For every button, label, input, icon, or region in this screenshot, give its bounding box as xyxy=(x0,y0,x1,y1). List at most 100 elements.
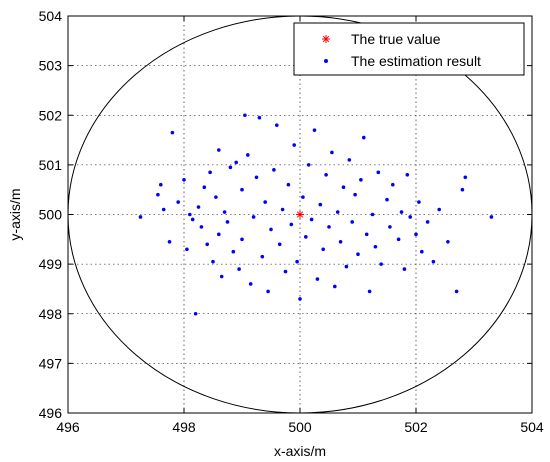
estimation-point xyxy=(193,311,198,316)
estimation-point xyxy=(385,197,389,202)
legend-label-true-value: The true value xyxy=(351,31,441,47)
estimation-point xyxy=(344,264,349,269)
estimation-point xyxy=(367,289,372,294)
estimation-point xyxy=(399,210,404,214)
estimation-point xyxy=(324,173,328,177)
estimation-point xyxy=(156,192,160,197)
estimation-point xyxy=(306,163,311,167)
estimation-point xyxy=(263,200,268,204)
points-layer xyxy=(138,113,494,316)
estimation-point xyxy=(321,247,326,252)
y-tick-label: 504 xyxy=(39,8,63,24)
tick-labels: 496 498 500 502 504 496 497 498 499 500 501 502 503 5… xyxy=(39,8,544,435)
estimation-point xyxy=(159,182,163,187)
estimation-point xyxy=(185,247,189,252)
estimation-point xyxy=(362,135,366,140)
estimation-point xyxy=(364,232,369,237)
y-tick-label: 498 xyxy=(39,306,63,322)
legend-marker-true-value xyxy=(322,35,330,43)
estimation-point xyxy=(289,222,294,227)
estimation-point xyxy=(272,168,276,172)
estimation-point xyxy=(298,297,302,301)
estimation-point xyxy=(327,225,331,229)
estimation-point xyxy=(402,267,407,271)
estimation-point xyxy=(219,274,224,279)
estimation-point xyxy=(405,173,410,177)
estimation-point xyxy=(460,187,465,192)
estimation-point xyxy=(373,244,378,249)
estimation-point xyxy=(292,143,297,147)
estimation-point xyxy=(463,175,468,180)
estimation-point xyxy=(248,282,253,286)
estimation-point xyxy=(408,215,413,219)
y-tick-label: 502 xyxy=(39,107,63,123)
legend-items: The true value The estimation result xyxy=(322,31,481,69)
estimation-point xyxy=(222,210,227,214)
y-tick-label: 497 xyxy=(39,355,63,371)
star-stroke xyxy=(322,35,330,43)
estimation-point xyxy=(283,269,288,274)
legend-marker-estimation-result xyxy=(324,59,328,63)
estimation-point xyxy=(240,237,244,242)
x-tick-label: 496 xyxy=(56,419,80,435)
estimation-point xyxy=(260,254,265,259)
legend-box xyxy=(293,22,525,76)
estimation-point xyxy=(190,217,195,222)
star-stroke xyxy=(296,211,304,218)
y-tick-label: 496 xyxy=(39,405,63,421)
estimation-point xyxy=(217,232,221,237)
estimation-point xyxy=(431,259,436,264)
estimation-point xyxy=(225,220,230,224)
estimation-point xyxy=(176,200,180,204)
estimation-point xyxy=(370,212,375,217)
estimation-point xyxy=(275,123,279,127)
estimation-point xyxy=(246,153,250,157)
estimation-point xyxy=(489,215,494,219)
ticks xyxy=(67,15,533,414)
estimation-point xyxy=(318,202,323,207)
estimation-point xyxy=(138,215,143,219)
estimation-point xyxy=(208,170,212,175)
estimation-point xyxy=(315,277,320,281)
estimation-point xyxy=(234,160,238,165)
estimation-point xyxy=(379,262,384,266)
estimation-point xyxy=(417,200,421,204)
estimation-point xyxy=(199,225,204,229)
estimation-point xyxy=(182,177,186,182)
plot-area xyxy=(67,15,533,414)
estimation-point xyxy=(425,220,430,224)
legend: The true value The estimation result xyxy=(293,22,525,76)
estimation-point xyxy=(335,210,340,214)
estimation-point xyxy=(414,232,418,237)
estimation-point xyxy=(237,267,241,271)
x-tick-label: 498 xyxy=(172,419,196,435)
estimation-point xyxy=(196,205,201,209)
estimation-point xyxy=(350,220,355,224)
legend-label-estimation-result: The estimation result xyxy=(351,53,481,69)
estimation-point xyxy=(376,170,381,175)
estimation-point xyxy=(251,215,256,219)
estimation-point xyxy=(446,239,450,244)
estimation-point xyxy=(211,259,215,264)
estimation-point xyxy=(277,242,282,247)
estimation-point xyxy=(353,192,357,197)
estimation-point xyxy=(167,239,172,244)
estimation-point xyxy=(330,150,334,155)
estimation-point xyxy=(388,225,392,229)
y-tick-label: 500 xyxy=(39,207,63,223)
estimation-point xyxy=(338,239,343,244)
estimation-point xyxy=(254,175,259,180)
estimation-point xyxy=(333,284,337,289)
x-tick-label: 504 xyxy=(520,419,544,435)
estimation-point xyxy=(391,182,395,187)
estimation-point xyxy=(280,207,285,212)
estimation-point xyxy=(312,128,317,132)
estimation-point xyxy=(301,195,305,199)
y-axis-label: y-axis/m xyxy=(7,188,23,240)
estimation-point xyxy=(359,177,363,182)
estimation-point xyxy=(420,249,424,254)
estimation-point xyxy=(243,113,247,118)
estimation-point xyxy=(437,207,442,212)
estimation-point xyxy=(396,237,401,242)
